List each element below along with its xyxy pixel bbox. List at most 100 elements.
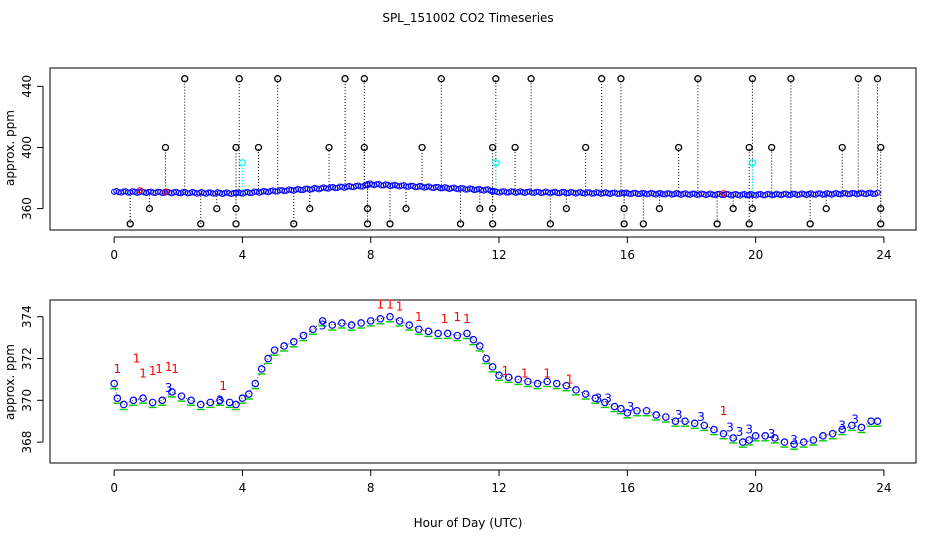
- bottom-flag3-label: 3: [216, 393, 224, 407]
- top-spike-point: [877, 143, 885, 152]
- bottom-series-point: [591, 394, 600, 403]
- bottom-flag1-label: 1: [155, 362, 163, 376]
- top-baseline-point: [684, 191, 691, 198]
- bottom-series-point: [463, 329, 471, 338]
- bottom-series-point: [469, 335, 478, 344]
- bottom-series-point: [318, 317, 327, 325]
- bottom-series-point: [225, 398, 234, 407]
- bottom-series-point: [671, 417, 680, 426]
- top-red-point: [720, 190, 727, 197]
- bottom-series-point: [216, 396, 224, 405]
- bottom-series-point: [867, 417, 875, 426]
- bottom-flag3-label: 3: [736, 425, 744, 439]
- top-x-tick-label: 20: [748, 248, 763, 262]
- bottom-flag1-label: 1: [463, 312, 471, 326]
- bottom-flag1-label: 1: [543, 366, 551, 380]
- top-spike-point: [873, 75, 882, 83]
- bottom-series-point: [238, 394, 247, 403]
- top-baseline-point: [579, 189, 586, 197]
- bottom-series-point: [790, 440, 798, 448]
- bottom-series-point: [328, 321, 337, 329]
- top-spike-point: [418, 143, 426, 152]
- bottom-flag1-label: 1: [720, 404, 728, 418]
- bottom-series-point: [514, 375, 523, 384]
- bottom-series-point: [738, 438, 747, 446]
- bottom-series-point: [495, 371, 503, 380]
- bottom-x-tick-label: 24: [876, 481, 891, 495]
- top-spike-point: [488, 143, 497, 152]
- bottom-flag1-label: 1: [454, 310, 462, 324]
- top-standard-point: [492, 159, 500, 167]
- top-spike-point: [562, 204, 571, 213]
- bottom-series-point: [761, 432, 770, 440]
- bottom-series-point: [113, 394, 122, 403]
- bottom-series-point: [610, 402, 619, 411]
- bottom-flag1-label: 1: [386, 297, 394, 311]
- bottom-flag1-label: 1: [139, 366, 147, 380]
- bottom-series-point: [562, 381, 571, 390]
- top-spike-point: [806, 220, 814, 228]
- bottom-flag1-label: 1: [149, 364, 157, 378]
- top-y-tick-label: 360: [20, 197, 34, 220]
- bottom-series-point: [857, 423, 866, 432]
- top-baseline-point: [709, 191, 716, 198]
- bottom-series-point: [828, 429, 837, 438]
- bottom-flag1-label: 1: [502, 364, 510, 378]
- bottom-axes: 0 4 8 12 16 20 24 368 370 372 374: [20, 305, 892, 495]
- bottom-series-point: [168, 388, 176, 396]
- bottom-ylabel: approx. ppm: [3, 344, 17, 420]
- bottom-flag3-label: 3: [726, 421, 734, 435]
- bottom-flag3-label: 3: [595, 391, 603, 405]
- bottom-series-point: [771, 434, 779, 442]
- bottom-series-point: [524, 377, 532, 386]
- bottom-series-point: [395, 317, 404, 325]
- bottom-flag3-label: 3: [768, 427, 776, 441]
- bottom-series-point: [681, 417, 689, 426]
- top-plot-frame: [49, 67, 917, 231]
- bottom-y-tick-label: 368: [20, 431, 34, 454]
- bottom-flag1-label: 1: [566, 373, 574, 387]
- bottom-series-point: [745, 436, 754, 444]
- bottom-series-point: [623, 409, 632, 417]
- bottom-flag1-label: 1: [219, 379, 227, 393]
- bottom-x-tick-label: 4: [239, 481, 247, 495]
- top-x-tick-label: 24: [876, 248, 891, 262]
- bottom-series-point: [780, 438, 789, 446]
- top-spike-point: [402, 204, 410, 213]
- top-spike-point: [620, 204, 628, 213]
- top-baseline-point: [874, 189, 881, 196]
- bottom-series-point: [838, 425, 847, 434]
- top-x-tick-label: 12: [491, 248, 506, 262]
- bottom-series-point: [129, 396, 138, 405]
- bottom-x-tick-label: 20: [748, 481, 763, 495]
- bottom-flag1-label: 1: [165, 360, 173, 374]
- top-spike-point: [126, 220, 134, 228]
- bottom-series-point: [177, 392, 186, 400]
- top-x-tick-label: 0: [110, 248, 118, 262]
- top-baseline-point: [423, 183, 430, 190]
- bottom-series-point: [652, 411, 661, 419]
- bottom-series-point: [280, 342, 288, 350]
- top-y-tick-label: 400: [20, 136, 34, 159]
- bottom-flag1-label: 1: [415, 310, 423, 324]
- top-spike-point: [145, 204, 154, 213]
- top-spike-point: [360, 143, 368, 152]
- bottom-x-tick-label: 12: [491, 481, 506, 495]
- top-baseline-point: [549, 189, 556, 196]
- bottom-series-point: [289, 337, 298, 346]
- bottom-flag3-label: 3: [697, 410, 705, 424]
- bottom-series-point: [139, 394, 147, 403]
- top-standard-point: [238, 159, 247, 167]
- top-spike-point: [581, 143, 590, 152]
- top-red-point: [136, 187, 144, 194]
- bottom-flag1-label: 1: [377, 297, 385, 311]
- bottom-flag3-label: 3: [851, 412, 859, 426]
- top-y-tick-label: 440: [20, 75, 34, 98]
- top-spike-point: [488, 220, 497, 228]
- top-spike-point: [254, 143, 263, 152]
- top-baseline-point: [835, 190, 842, 198]
- top-spike-point: [290, 220, 298, 228]
- bottom-series-point: [601, 398, 609, 407]
- bottom-series-point: [662, 413, 670, 421]
